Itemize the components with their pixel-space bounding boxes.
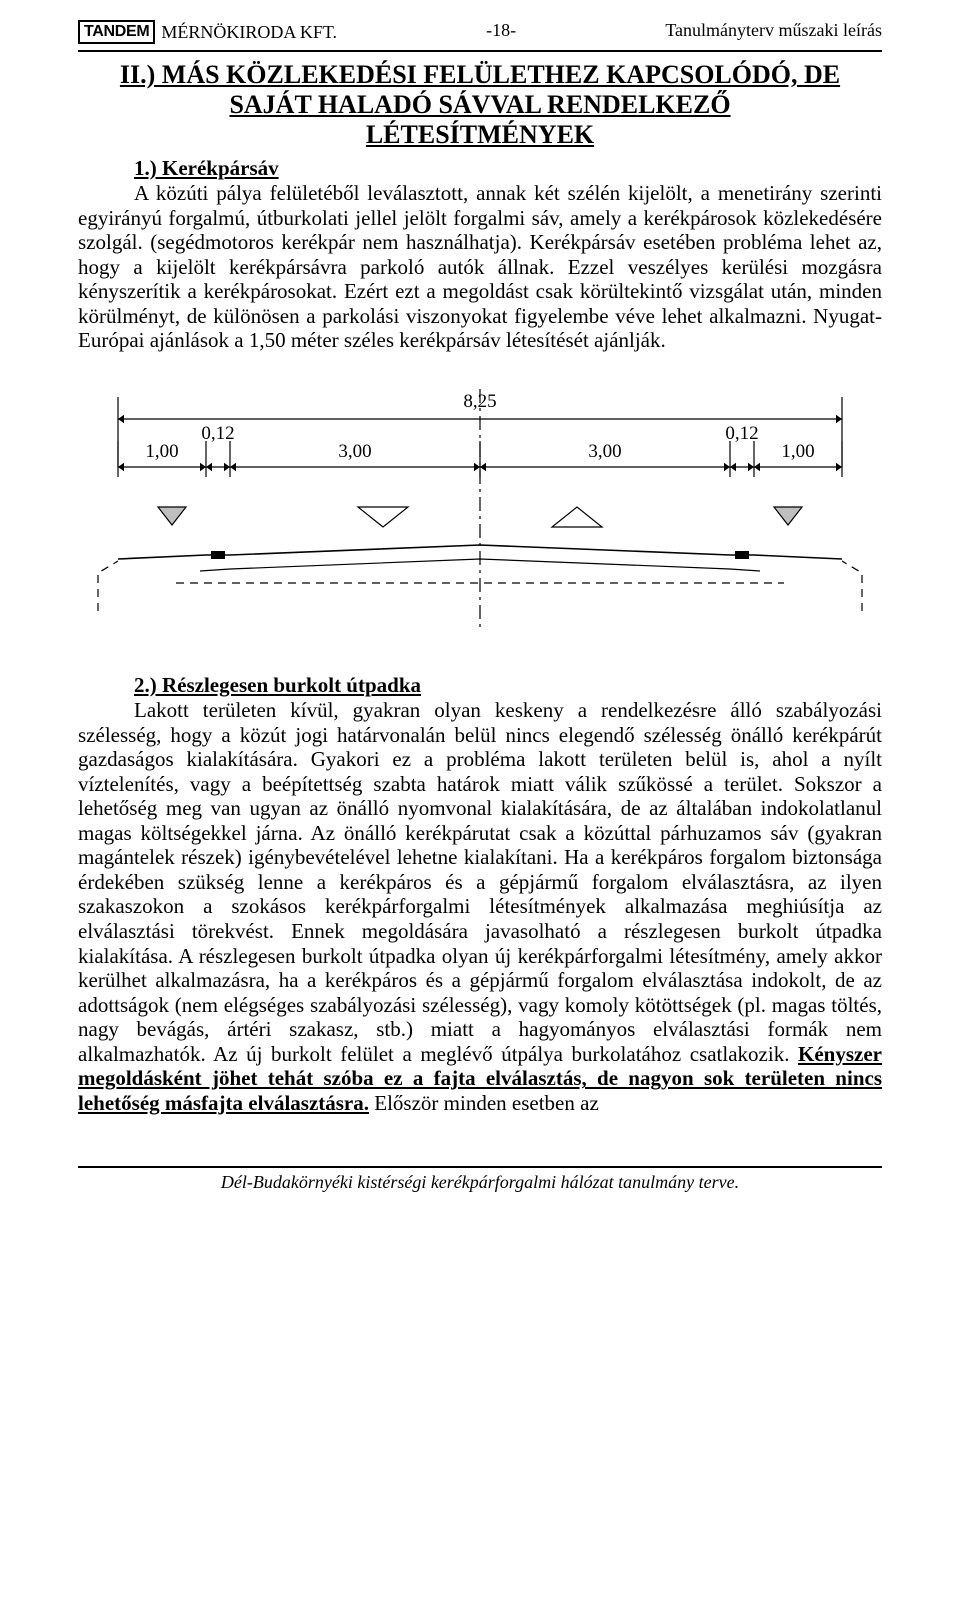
header-rule [78,50,882,52]
footer-rule [78,1166,882,1168]
header-left: TANDEM MÉRNÖKIRODA KFT. [78,20,337,44]
company-name: MÉRNÖKIRODA KFT. [161,22,337,43]
subsection-1-body: A közúti pálya felületéből leválasztott,… [78,181,882,353]
section-title: II.) MÁS KÖZLEKEDÉSI FELÜLETHEZ KAPCSOLÓ… [78,60,882,150]
logo: TANDEM [78,20,155,44]
svg-text:3,00: 3,00 [588,441,621,462]
subsection-2-title: 2.) Részlegesen burkolt útpadka [78,673,882,698]
svg-text:0,12: 0,12 [725,423,758,444]
cross-section-figure: 8,251,000,123,003,000,121,00 [78,377,882,637]
svg-text:1,00: 1,00 [781,441,814,462]
doc-type: Tanulmányterv műszaki leírás [665,20,882,41]
section-title-line1: II.) MÁS KÖZLEKEDÉSI FELÜLETHEZ KAPCSOLÓ… [120,60,840,89]
logo-text: TANDEM [84,23,149,41]
subsection-2-body: Lakott területen kívül, gyakran olyan ke… [78,698,882,1116]
section-title-line2: SAJÁT HALADÓ SÁVVAL RENDELKEZŐ [229,90,730,119]
subsection-1-title: 1.) Kerékpársáv [78,156,882,181]
subsection-2-body-post: Először minden esetben az [369,1091,599,1115]
subsection-2-body-pre: Lakott területen kívül, gyakran olyan ke… [78,698,882,1066]
page-header: TANDEM MÉRNÖKIRODA KFT. -18- Tanulmányte… [78,20,882,44]
cross-section-svg: 8,251,000,123,003,000,121,00 [78,377,882,637]
svg-text:0,12: 0,12 [201,423,234,444]
svg-text:1,00: 1,00 [145,441,178,462]
page-number: -18- [486,20,516,41]
section-title-line3: LÉTESÍTMÉNYEK [366,120,594,150]
svg-text:3,00: 3,00 [338,441,371,462]
footer-text: Dél-Budakörnyéki kistérségi kerékpárforg… [78,1172,882,1193]
